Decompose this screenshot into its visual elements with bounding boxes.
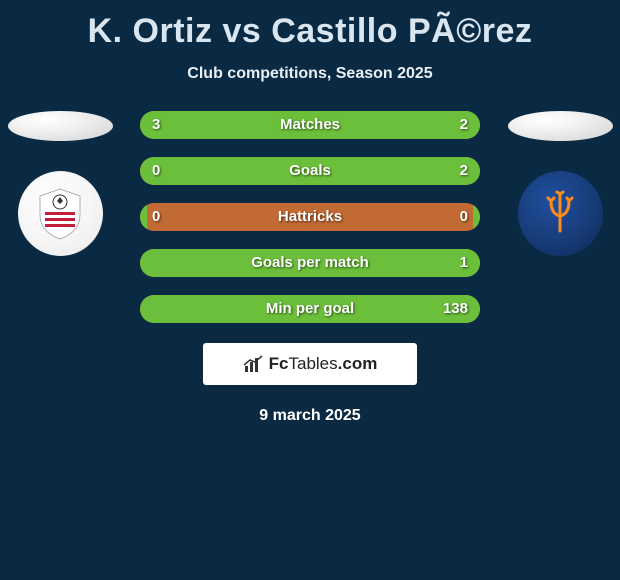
date-label: 9 march 2025 xyxy=(0,407,620,425)
shield-icon xyxy=(30,184,90,244)
watermark-suffix: .com xyxy=(338,354,378,373)
stat-row: 138Min per goal xyxy=(140,295,480,323)
watermark-text: FcTables.com xyxy=(269,354,378,374)
page-title: K. Ortiz vs Castillo PÃ©rez xyxy=(0,0,620,51)
trident-icon xyxy=(533,186,588,241)
stat-label: Goals per match xyxy=(140,249,480,277)
stat-label: Matches xyxy=(140,111,480,139)
player-left-column xyxy=(0,111,120,256)
player-right-avatar xyxy=(508,111,613,141)
stat-row: 1Goals per match xyxy=(140,249,480,277)
stat-row: 32Matches xyxy=(140,111,480,139)
watermark-thin: Tables xyxy=(289,354,338,373)
page-subtitle: Club competitions, Season 2025 xyxy=(0,65,620,83)
watermark-bold: Fc xyxy=(269,354,289,373)
chart-icon xyxy=(243,354,265,374)
stat-label: Goals xyxy=(140,157,480,185)
player-left-avatar xyxy=(8,111,113,141)
stats-list: 32Matches 02Goals 00Hattricks 1Goals per ma… xyxy=(140,111,480,323)
player-left-club-badge xyxy=(18,171,103,256)
player-right-column xyxy=(500,111,620,256)
player-right-club-badge xyxy=(518,171,603,256)
stat-label: Hattricks xyxy=(140,203,480,231)
watermark: FcTables.com xyxy=(203,343,417,385)
stat-label: Min per goal xyxy=(140,295,480,323)
stat-row: 00Hattricks xyxy=(140,203,480,231)
comparison-content: 32Matches 02Goals 00Hattricks 1Goals per ma… xyxy=(0,111,620,323)
stat-row: 02Goals xyxy=(140,157,480,185)
